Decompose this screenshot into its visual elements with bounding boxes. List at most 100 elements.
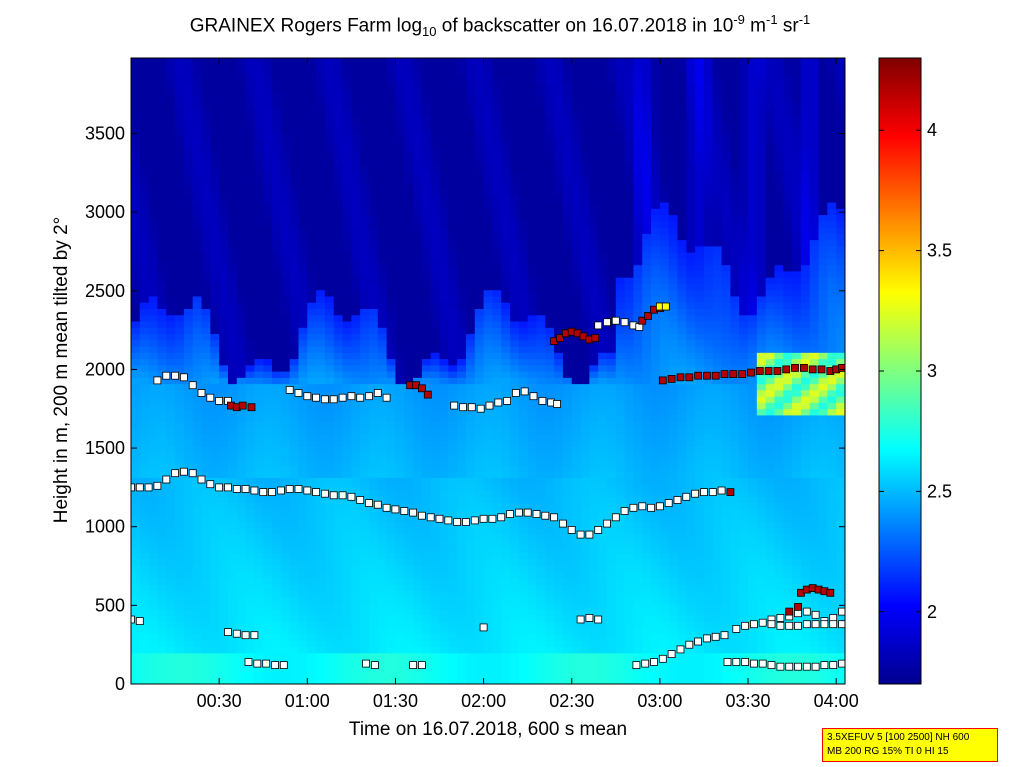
heatmap-cell bbox=[430, 627, 441, 635]
heatmap-cell bbox=[545, 502, 555, 510]
heatmap-cell bbox=[351, 502, 361, 510]
heatmap-cell bbox=[351, 295, 361, 303]
heatmap-cell bbox=[298, 252, 308, 259]
heatmap-cell bbox=[483, 458, 493, 466]
heatmap-cell bbox=[157, 264, 167, 272]
heatmap-cell bbox=[439, 95, 449, 103]
heatmap-cell bbox=[298, 439, 308, 447]
heatmap-cell bbox=[404, 446, 414, 453]
heatmap-cell bbox=[333, 615, 344, 622]
heatmap-cell bbox=[307, 120, 317, 128]
heatmap-cell bbox=[183, 389, 194, 397]
heatmap-cell bbox=[457, 320, 467, 328]
heatmap-cell bbox=[210, 176, 220, 184]
heatmap-cell bbox=[562, 421, 573, 428]
heatmap-cell bbox=[298, 58, 308, 65]
heatmap-cell bbox=[342, 408, 352, 416]
heatmap-cell bbox=[360, 295, 370, 303]
heatmap-cell bbox=[333, 327, 344, 335]
heatmap-cell bbox=[254, 396, 264, 403]
heatmap-cell bbox=[175, 358, 185, 366]
heatmap-cell bbox=[245, 471, 255, 479]
heatmap-cell bbox=[316, 427, 326, 435]
heatmap-cell bbox=[404, 565, 414, 572]
heatmap-cell bbox=[342, 252, 352, 259]
heatmap-cell bbox=[474, 615, 485, 622]
heatmap-cell bbox=[404, 89, 414, 97]
heatmap-cell bbox=[324, 533, 335, 541]
heatmap-cell bbox=[263, 590, 273, 597]
heatmap-cell bbox=[333, 245, 344, 253]
heatmap-cell bbox=[474, 364, 485, 372]
heatmap-cell bbox=[157, 665, 167, 673]
heatmap-cell bbox=[421, 220, 432, 228]
heatmap-cell bbox=[483, 233, 493, 241]
heatmap-cell bbox=[562, 433, 573, 441]
heatmap-cell bbox=[316, 577, 326, 585]
heatmap-cell bbox=[545, 295, 555, 303]
heatmap-cell bbox=[448, 646, 458, 654]
heatmap-cell bbox=[377, 514, 388, 522]
heatmap-cell bbox=[536, 533, 546, 541]
heatmap-cell bbox=[148, 76, 159, 84]
heatmap-cell bbox=[227, 665, 238, 673]
heatmap-cell bbox=[439, 352, 449, 360]
heatmap-cell bbox=[465, 371, 476, 378]
heatmap-cell bbox=[413, 64, 423, 72]
heatmap-cell bbox=[219, 414, 229, 422]
heatmap-cell bbox=[413, 427, 423, 435]
heatmap-cell bbox=[439, 176, 449, 184]
heatmap-cell bbox=[369, 577, 379, 585]
heatmap-cell bbox=[192, 170, 203, 178]
heatmap-cell bbox=[518, 220, 529, 228]
heatmap-cell bbox=[501, 283, 511, 291]
heatmap-cell bbox=[360, 145, 370, 153]
heatmap-cell bbox=[263, 452, 273, 460]
heatmap-cell bbox=[280, 208, 291, 216]
heatmap-cell bbox=[510, 633, 520, 641]
heatmap-cell bbox=[183, 227, 194, 234]
heatmap-cell bbox=[236, 145, 247, 153]
heatmap-cell bbox=[131, 571, 141, 579]
heatmap-cell bbox=[166, 83, 176, 90]
heatmap-cell bbox=[421, 352, 432, 360]
heatmap-cell bbox=[404, 602, 414, 610]
heatmap-cell bbox=[280, 377, 291, 385]
heatmap-cell bbox=[369, 571, 379, 579]
heatmap-cell bbox=[210, 571, 220, 579]
heatmap-cell bbox=[562, 583, 573, 591]
heatmap-cell bbox=[527, 577, 538, 585]
heatmap-cell bbox=[536, 183, 546, 191]
heatmap-cell bbox=[254, 233, 264, 241]
heatmap-cell bbox=[183, 120, 194, 128]
heatmap-cell bbox=[377, 540, 388, 547]
heatmap-cell bbox=[562, 220, 573, 228]
heatmap-cell bbox=[377, 164, 388, 172]
heatmap-cell bbox=[448, 483, 458, 491]
heatmap-cell bbox=[510, 502, 520, 510]
heatmap-cell bbox=[157, 358, 167, 366]
heatmap-cell bbox=[166, 364, 176, 372]
heatmap-cell bbox=[263, 70, 273, 78]
heatmap-cell bbox=[413, 58, 423, 65]
heatmap-cell bbox=[280, 352, 291, 360]
heatmap-cell bbox=[298, 220, 308, 228]
heatmap-cell bbox=[219, 295, 229, 303]
heatmap-cell bbox=[192, 245, 203, 253]
heatmap-cell bbox=[201, 602, 211, 610]
heatmap-cell bbox=[404, 377, 414, 385]
heatmap-cell bbox=[157, 546, 167, 554]
heatmap-cell bbox=[254, 652, 264, 660]
heatmap-cell bbox=[245, 540, 255, 547]
heatmap-cell bbox=[263, 114, 273, 122]
heatmap-cell bbox=[492, 483, 502, 491]
heatmap-cell bbox=[404, 521, 414, 529]
heatmap-cell bbox=[518, 277, 529, 284]
heatmap-cell bbox=[562, 245, 573, 253]
heatmap-cell bbox=[280, 270, 291, 278]
heatmap-cell bbox=[501, 195, 511, 203]
heatmap-cell bbox=[474, 145, 485, 153]
heatmap-cell bbox=[227, 195, 238, 203]
heatmap-cell bbox=[474, 608, 485, 616]
heatmap-cell bbox=[360, 502, 370, 510]
